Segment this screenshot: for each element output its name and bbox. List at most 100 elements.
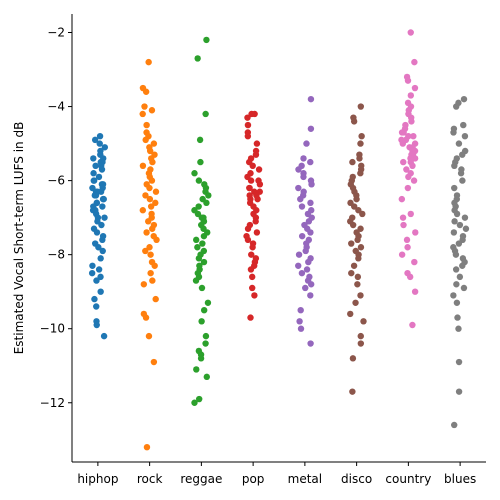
- data-point-blues: [462, 225, 470, 232]
- data-point-reggae: [199, 240, 206, 247]
- data-point-hiphop: [98, 221, 105, 229]
- data-point-blues: [452, 266, 460, 273]
- data-point-metal: [307, 340, 314, 347]
- data-point-pop: [249, 284, 256, 292]
- data-point-disco: [354, 236, 361, 244]
- x-tick-label-disco: disco: [341, 472, 372, 486]
- data-point-country: [409, 321, 416, 329]
- data-point-reggae: [192, 277, 200, 284]
- data-point-pop: [253, 140, 261, 147]
- data-point-rock: [148, 107, 156, 114]
- data-point-disco: [360, 318, 367, 325]
- data-point-disco: [349, 158, 356, 166]
- data-point-blues: [451, 218, 458, 225]
- data-point-disco: [349, 355, 357, 362]
- data-point-pop: [255, 166, 263, 173]
- data-point-disco: [357, 340, 365, 347]
- data-point-blues: [456, 273, 464, 281]
- data-point-reggae: [193, 366, 200, 373]
- data-point-country: [399, 140, 407, 147]
- data-point-metal: [295, 184, 302, 192]
- data-point-disco: [357, 332, 364, 340]
- data-point-metal: [303, 140, 310, 147]
- x-tick-label-pop: pop: [242, 472, 265, 486]
- data-point-reggae: [205, 192, 212, 199]
- data-point-reggae: [202, 110, 209, 118]
- data-point-disco: [354, 281, 361, 288]
- data-point-pop: [252, 218, 259, 225]
- data-point-hiphop: [89, 262, 96, 269]
- data-point-blues: [450, 292, 457, 299]
- data-point-hiphop: [95, 266, 103, 273]
- data-point-blues: [457, 170, 465, 177]
- data-point-pop: [249, 244, 256, 251]
- data-point-blues: [453, 299, 461, 306]
- data-point-reggae: [200, 258, 208, 266]
- data-point-reggae: [197, 355, 205, 362]
- data-point-metal: [298, 269, 306, 277]
- data-point-country: [400, 158, 407, 166]
- data-point-metal: [307, 292, 314, 299]
- data-point-rock: [146, 195, 154, 203]
- data-point-blues: [453, 281, 460, 288]
- data-point-hiphop: [91, 295, 98, 303]
- data-point-disco: [357, 103, 365, 110]
- data-point-hiphop: [101, 144, 109, 151]
- data-point-blues: [460, 121, 467, 129]
- data-point-hiphop: [100, 332, 108, 340]
- data-point-country: [400, 129, 407, 136]
- data-point-metal: [297, 195, 304, 203]
- data-point-blues: [460, 95, 468, 103]
- data-point-blues: [452, 251, 460, 258]
- data-point-reggae: [197, 158, 204, 166]
- data-point-disco: [358, 132, 365, 140]
- data-point-blues: [455, 140, 463, 147]
- data-point-rock: [146, 244, 153, 251]
- data-point-pop: [248, 251, 255, 258]
- data-point-metal: [307, 125, 315, 132]
- data-point-metal: [302, 247, 309, 255]
- data-point-reggae: [195, 203, 202, 210]
- data-point-metal: [295, 166, 302, 173]
- data-point-pop: [251, 292, 258, 299]
- data-point-hiphop: [99, 236, 106, 244]
- data-point-country: [412, 229, 419, 236]
- data-point-metal: [297, 325, 305, 332]
- data-point-blues: [453, 103, 460, 110]
- data-point-country: [411, 288, 419, 295]
- x-tick-label-metal: metal: [288, 472, 322, 486]
- data-point-country: [398, 251, 406, 258]
- data-point-metal: [308, 181, 315, 188]
- data-point-rock: [152, 295, 159, 303]
- x-tick-label-blues: blues: [444, 472, 476, 486]
- data-point-country: [409, 162, 416, 169]
- data-point-hiphop: [95, 173, 103, 181]
- data-point-country: [400, 221, 407, 229]
- data-point-blues: [461, 132, 469, 140]
- data-point-rock: [149, 277, 156, 284]
- data-point-country: [411, 84, 419, 92]
- data-point-rock: [145, 58, 152, 66]
- data-point-metal: [295, 251, 303, 258]
- data-point-disco: [348, 240, 355, 247]
- data-point-rock: [146, 147, 154, 155]
- data-point-rock: [139, 162, 147, 169]
- data-point-hiphop: [93, 229, 101, 236]
- data-point-reggae: [198, 284, 206, 292]
- x-axis-ticks: hiphop rock reggae pop metal disco country blue…: [77, 462, 476, 486]
- data-point-rock: [149, 158, 156, 166]
- data-point-reggae: [191, 399, 198, 406]
- data-point-hiphop: [91, 136, 99, 144]
- data-point-metal: [302, 284, 309, 292]
- data-point-blues: [455, 240, 463, 247]
- data-point-rock: [143, 121, 150, 129]
- data-point-hiphop: [93, 321, 100, 329]
- data-point-metal: [298, 203, 306, 210]
- data-point-blues: [451, 162, 458, 169]
- data-point-metal: [305, 218, 313, 225]
- x-tick-label-rock: rock: [137, 472, 163, 486]
- x-tick-label-country: country: [385, 472, 431, 486]
- data-point-rock: [142, 314, 150, 321]
- y-tick-label: −10: [40, 322, 65, 336]
- y-tick-label: −2: [47, 26, 65, 40]
